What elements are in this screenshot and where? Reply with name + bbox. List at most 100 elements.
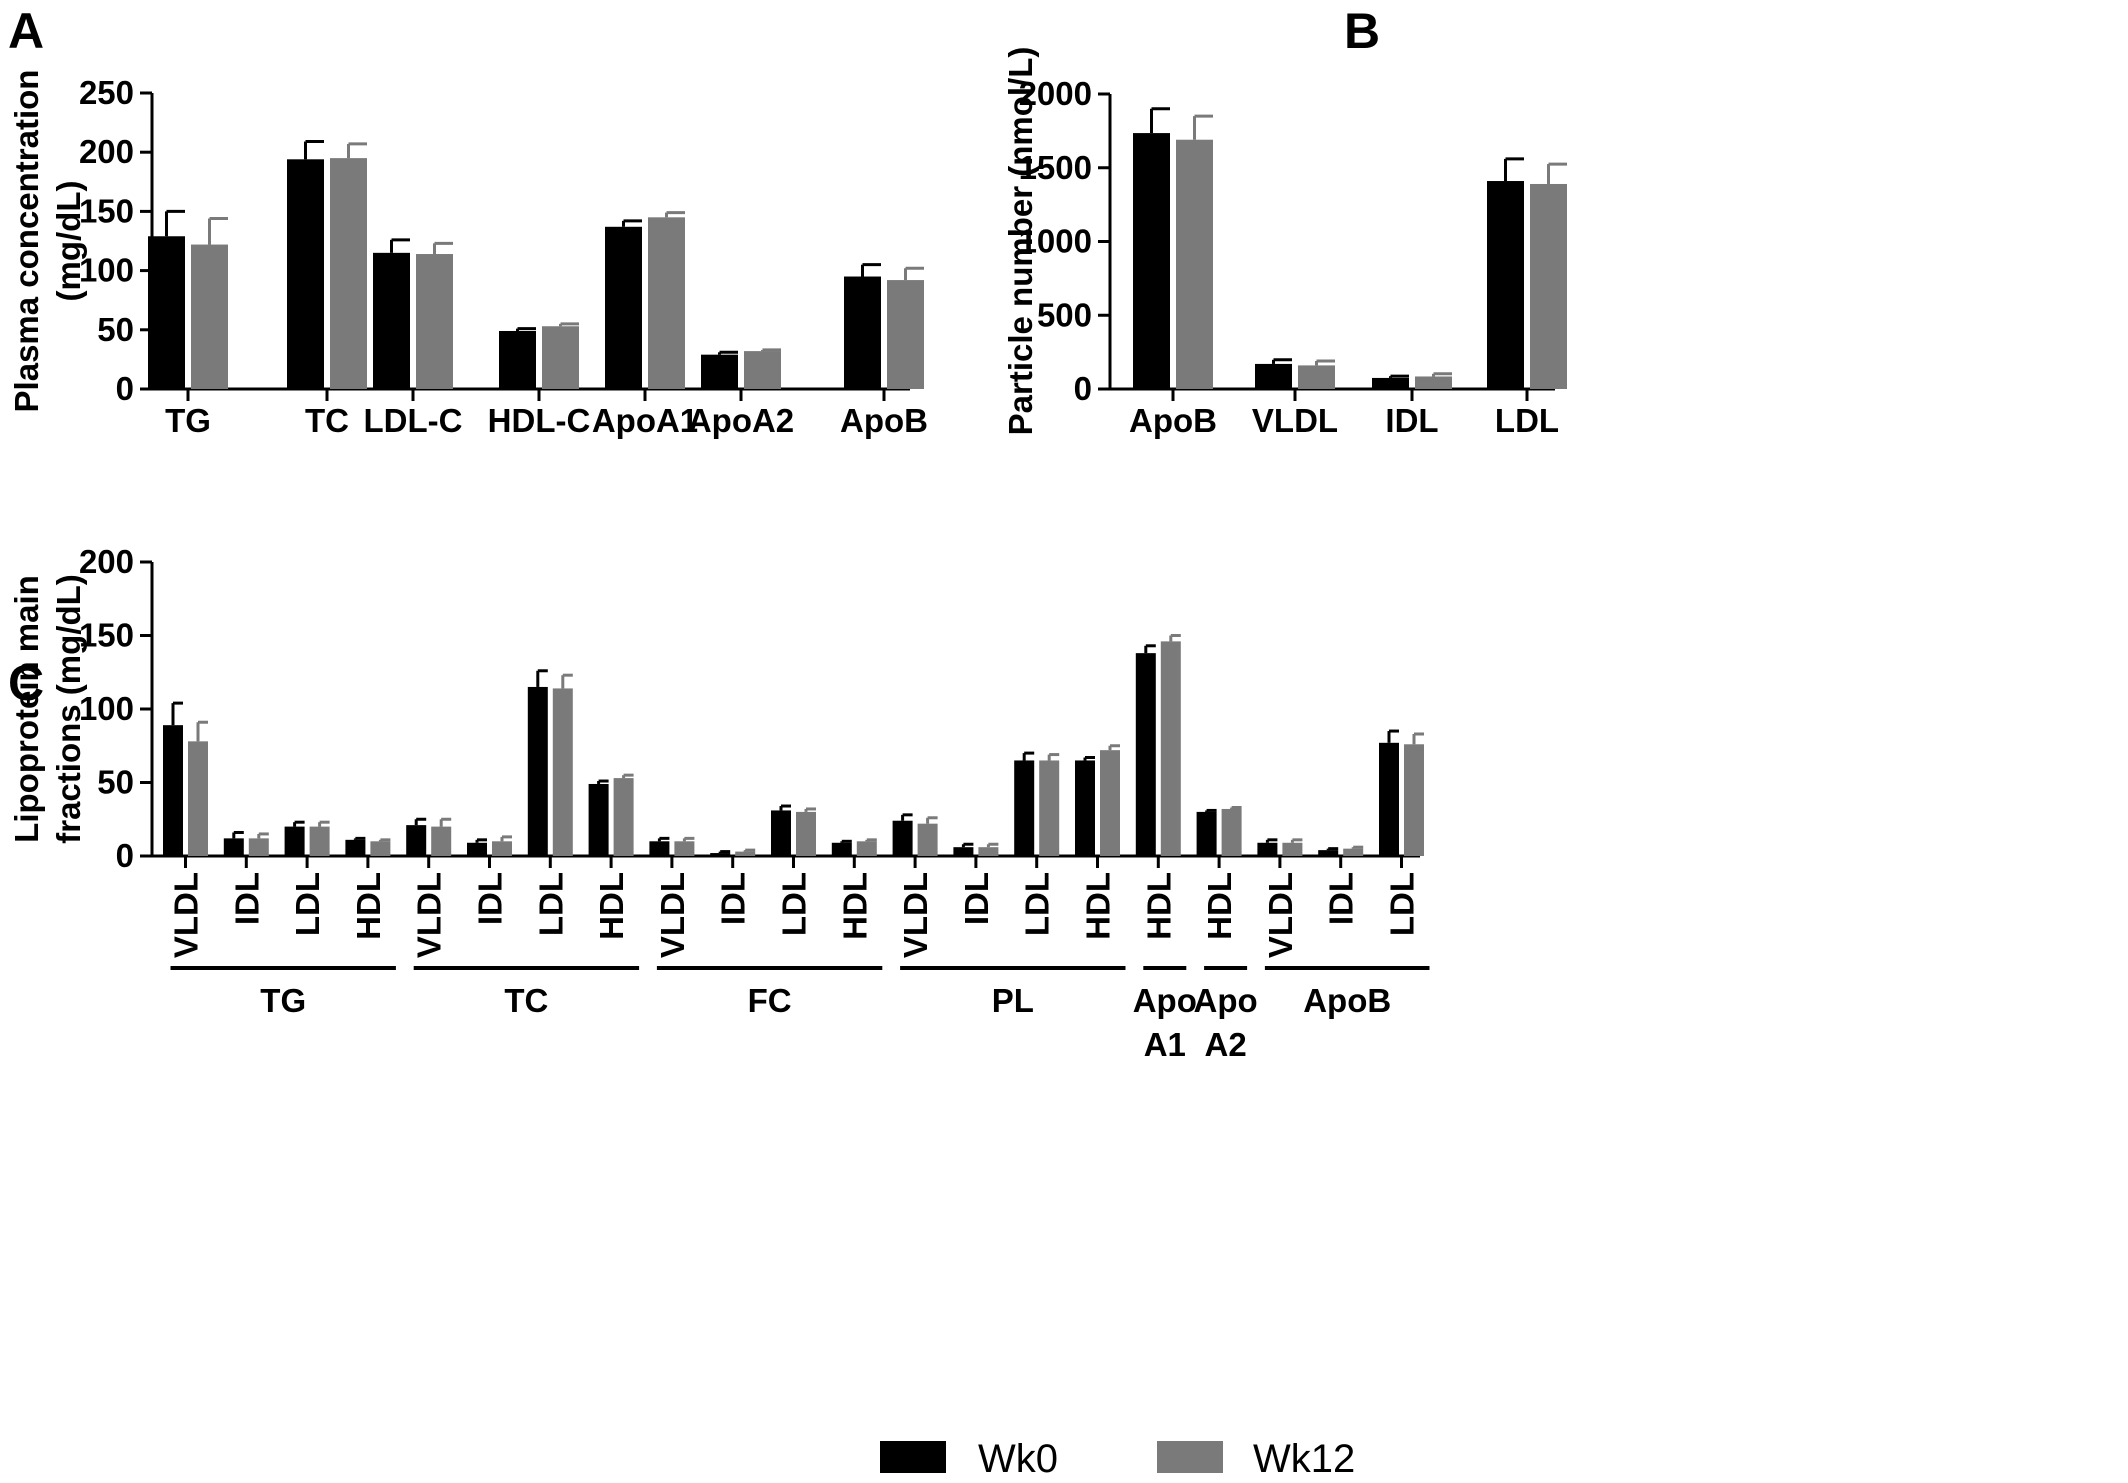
panel-c-group-label: FC bbox=[748, 982, 792, 1019]
panel-c-bar-wk12 bbox=[856, 841, 877, 856]
panel-c-bar-wk0 bbox=[163, 725, 183, 856]
panel-c-category-label: VLDL bbox=[168, 872, 205, 958]
panel-b-y-tick-label: 500 bbox=[1037, 296, 1092, 333]
panel-c-bar-wk0 bbox=[649, 841, 670, 856]
panel-c-bar-wk12 bbox=[978, 847, 999, 856]
panel-a-category-label: ApoB bbox=[840, 402, 928, 439]
panel-c-bar-wk0 bbox=[831, 842, 852, 856]
panel-a-letter: A bbox=[8, 3, 44, 59]
panel-a-bar-wk0 bbox=[499, 330, 536, 389]
panel-c-category-label: LDL bbox=[776, 872, 813, 936]
panel-a-bar-wk12 bbox=[542, 326, 579, 389]
panel-c-bar-wk12 bbox=[613, 778, 634, 856]
panel-c-bar-wk12 bbox=[1160, 641, 1181, 856]
panel-c-group-label: TG bbox=[260, 982, 306, 1019]
panel-b-bar-wk0 bbox=[1133, 133, 1170, 389]
panel-c-y-tick-label: 150 bbox=[79, 617, 134, 654]
panel-c-bar-wk0 bbox=[1196, 811, 1217, 856]
panel-c-category-label: HDL bbox=[593, 872, 630, 940]
panel-a-bar-wk12 bbox=[648, 217, 685, 389]
panel-a-category-label: HDL-C bbox=[488, 402, 591, 439]
panel-c-y-tick-label: 50 bbox=[97, 764, 134, 801]
panel-c-bar-wk12 bbox=[1100, 750, 1120, 856]
panel-c-bar-wk0 bbox=[406, 825, 427, 856]
panel-a-y-tick-label: 200 bbox=[79, 133, 134, 170]
panel-c-bar-wk12 bbox=[431, 826, 452, 856]
legend-swatch-wk0 bbox=[880, 1441, 946, 1473]
panel-c-group-label: TC bbox=[504, 982, 548, 1019]
panel-c-bar-wk0 bbox=[1318, 850, 1339, 856]
panel-c-bar-wk0 bbox=[953, 847, 974, 856]
panel-c-category-label: HDL bbox=[1201, 872, 1238, 940]
panel-c-bar-wk12 bbox=[917, 823, 938, 856]
panel-c-bar-wk12 bbox=[796, 811, 816, 856]
panel-b-y-tick-label: 1500 bbox=[1019, 149, 1092, 186]
panel-c-bar-wk0 bbox=[1257, 842, 1278, 856]
panel-a-bar-wk12 bbox=[330, 158, 367, 389]
panel-c-letter: C bbox=[8, 655, 44, 711]
panel-b-y-tick-label: 2000 bbox=[1019, 75, 1092, 112]
panel-c-bar-wk12 bbox=[1282, 842, 1303, 856]
panel-c-category-label: VLDL bbox=[1262, 872, 1299, 958]
panel-c-category-label: VLDL bbox=[897, 872, 934, 958]
panel-a-y-tick-label: 100 bbox=[79, 252, 134, 289]
panel-c-y-tick-label: 200 bbox=[79, 543, 134, 580]
panel-c-bar-wk0 bbox=[771, 810, 791, 856]
panel-b-bar-wk0 bbox=[1372, 377, 1409, 389]
panel-c-bar-wk0 bbox=[588, 783, 609, 856]
panel-c-bar-wk0 bbox=[1379, 742, 1399, 856]
panel-c-bar-wk0 bbox=[467, 842, 487, 856]
panel-a-bar-wk0 bbox=[701, 354, 738, 389]
panel-c-group-label: A1 bbox=[1144, 1026, 1186, 1063]
panel-a-bar-wk0 bbox=[373, 252, 410, 389]
panel-a-bar-wk0 bbox=[287, 159, 324, 389]
panel-c-category-label: VLDL bbox=[411, 872, 448, 958]
panel-b-bar-wk12 bbox=[1298, 365, 1335, 389]
panel-c-bar-wk12 bbox=[1343, 848, 1364, 856]
panel-c-bar-wk0 bbox=[1135, 653, 1156, 856]
panel-c-category-label: LDL bbox=[289, 872, 326, 936]
panel-b-bar-wk0 bbox=[1487, 181, 1524, 389]
panel-a-bar-wk0 bbox=[844, 276, 881, 389]
panel-c-bar-wk12 bbox=[735, 851, 756, 856]
panel-c-group-label: A2 bbox=[1205, 1026, 1247, 1063]
panel-c-bar-wk0 bbox=[1014, 760, 1035, 856]
panel-c-bar-wk12 bbox=[1404, 744, 1424, 856]
panel-a-category-label: ApoA1 bbox=[592, 402, 698, 439]
panel-c-category-label: VLDL bbox=[654, 872, 691, 958]
panel-c-bar-wk12 bbox=[188, 741, 208, 856]
legend-swatch-wk12 bbox=[1157, 1441, 1223, 1473]
panel-a-category-label: TC bbox=[305, 402, 349, 439]
panel-c-group-label: Apo bbox=[1133, 982, 1197, 1019]
panel-c-category-label: HDL bbox=[1080, 872, 1117, 940]
panel-b-y-tick-label: 1000 bbox=[1019, 223, 1092, 260]
panel-c-group-label: PL bbox=[992, 982, 1034, 1019]
panel-b-bar-wk12 bbox=[1530, 183, 1567, 389]
panel-c-bar-wk0 bbox=[1075, 760, 1095, 856]
panel-a-bar-wk12 bbox=[887, 280, 924, 389]
panel-a-bar-wk12 bbox=[191, 244, 228, 389]
panel-a-y-axis-title: Plasma concentration bbox=[8, 70, 45, 413]
panel-a-y-tick-label: 250 bbox=[79, 74, 134, 111]
panel-c-bar-wk0 bbox=[223, 838, 244, 856]
panel-c-category-label: HDL bbox=[350, 872, 387, 940]
panel-c-category-label: HDL bbox=[1140, 872, 1177, 940]
panel-b-letter: B bbox=[1344, 3, 1380, 59]
panel-a-category-label: LDL-C bbox=[364, 402, 463, 439]
panel-a-category-label: ApoA2 bbox=[688, 402, 794, 439]
panel-b-bar-wk0 bbox=[1255, 363, 1292, 389]
panel-c-category-label: IDL bbox=[715, 872, 752, 925]
panel-c-bar-wk12 bbox=[552, 688, 573, 856]
panel-c-y-axis-title: fractions (mg/dL) bbox=[50, 574, 87, 844]
panel-a-bar-wk0 bbox=[148, 236, 185, 389]
panel-c-bar-wk0 bbox=[345, 839, 366, 856]
panel-c-category-label: IDL bbox=[1323, 872, 1360, 925]
panel-c-bar-wk12 bbox=[674, 841, 695, 856]
panel-b-category-label: VLDL bbox=[1252, 402, 1338, 439]
panel-c-bar-wk0 bbox=[527, 686, 548, 856]
legend: Wk0 Wk12 bbox=[880, 1437, 1355, 1481]
panel-b-category-label: IDL bbox=[1385, 402, 1438, 439]
panel-a-bar-wk12 bbox=[416, 254, 453, 389]
panel-c-bar-wk0 bbox=[284, 826, 305, 856]
